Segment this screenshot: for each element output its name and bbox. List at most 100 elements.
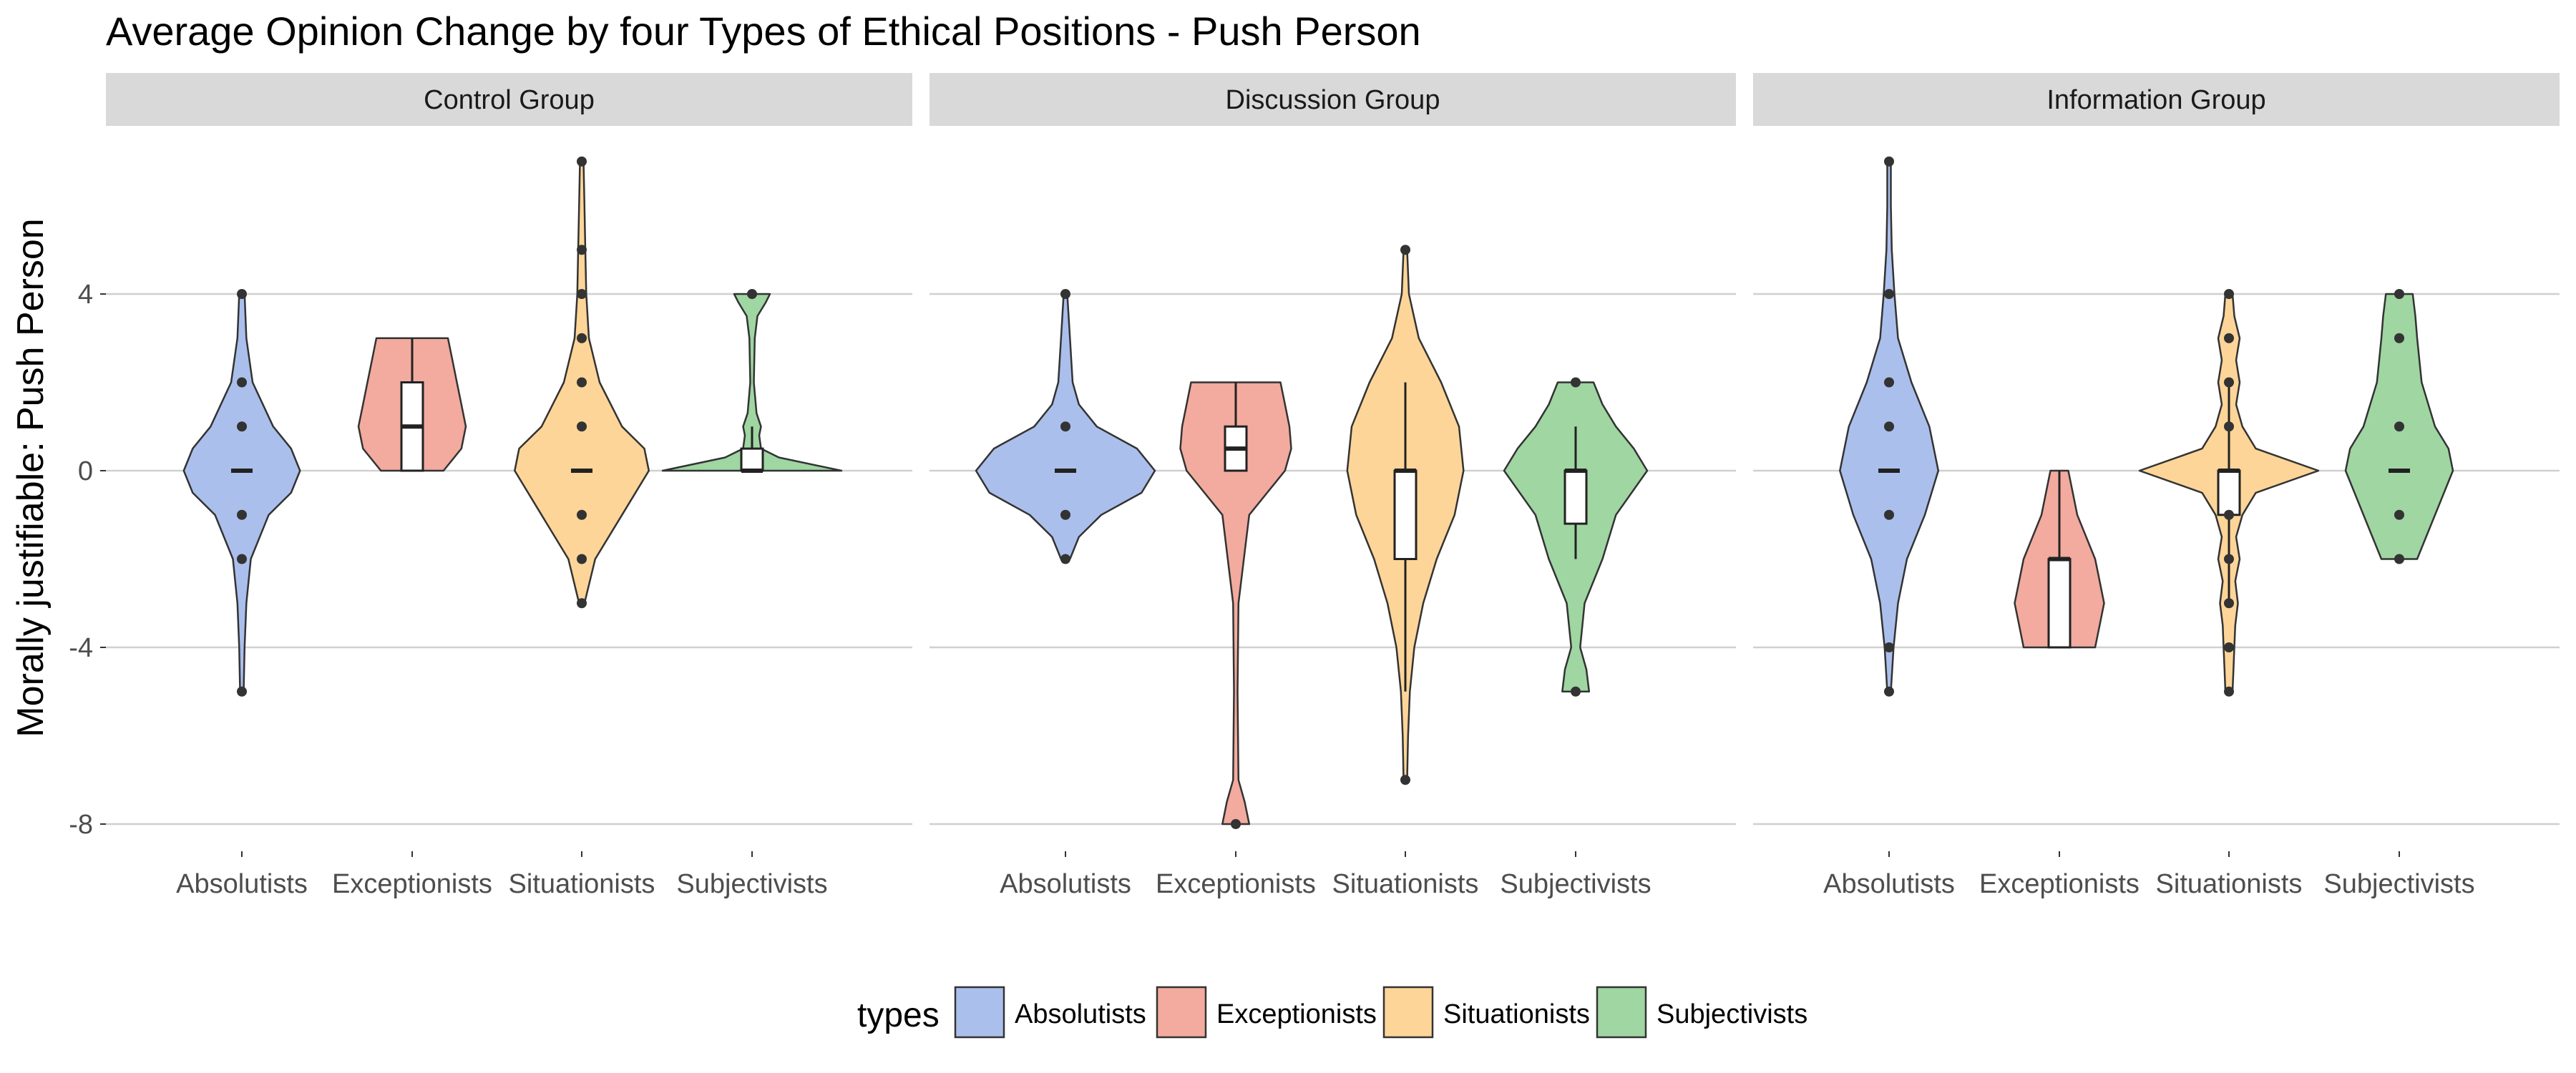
data-point xyxy=(577,421,587,432)
y-tick-label: 4 xyxy=(78,280,93,310)
data-point xyxy=(1231,819,1241,829)
strip-label: Information Group xyxy=(2046,85,2265,115)
data-point xyxy=(2394,509,2404,520)
violin-group xyxy=(661,289,843,473)
data-point xyxy=(2224,289,2234,299)
legend-swatch xyxy=(1382,986,1434,1039)
violin-group xyxy=(514,156,650,609)
data-point xyxy=(577,245,587,255)
x-tick-label: Exceptionists xyxy=(1979,869,2140,899)
x-tick-label: Subjectivists xyxy=(676,869,827,899)
violin-group xyxy=(357,337,467,472)
violin-group xyxy=(1839,156,1940,697)
x-tick-label: Situationists xyxy=(509,869,655,899)
data-point xyxy=(2394,421,2404,432)
data-point xyxy=(1060,509,1070,520)
data-point xyxy=(2224,554,2234,564)
boxplot-box xyxy=(1563,469,1588,525)
strip-background xyxy=(930,73,1736,126)
strip-label: Control Group xyxy=(424,85,595,115)
x-tick-label: Exceptionists xyxy=(332,869,492,899)
legend-swatch xyxy=(954,986,1005,1039)
legend-label: Exceptionists xyxy=(1216,999,1377,1029)
boxplot-box xyxy=(740,447,764,472)
violin-shape xyxy=(1179,381,1292,825)
data-point xyxy=(1060,554,1070,564)
data-point xyxy=(2224,642,2234,652)
data-point xyxy=(237,686,247,697)
data-point xyxy=(577,598,587,609)
facet-panels: Control Group Absolutists Exceptionists Sit… xyxy=(106,73,2560,899)
legend-label: Subjectivists xyxy=(1657,999,1807,1029)
data-point xyxy=(2394,289,2404,299)
data-point xyxy=(2224,509,2234,520)
x-tick-label: Absolutists xyxy=(1823,869,1955,899)
chart-title: Average Opinion Change by four Types of … xyxy=(106,9,1421,54)
strip-label: Discussion Group xyxy=(1226,85,1440,115)
violin-group xyxy=(975,289,1156,564)
data-point xyxy=(2224,333,2234,343)
data-point xyxy=(577,377,587,388)
legend: types Absolutists Exceptionists Situationis… xyxy=(857,986,1807,1039)
data-point xyxy=(577,333,587,343)
data-point xyxy=(747,289,757,299)
legend-label: Situationists xyxy=(1443,999,1590,1029)
x-tick-label: Absolutists xyxy=(176,869,308,899)
violin-group xyxy=(1503,377,1649,697)
data-point xyxy=(237,509,247,520)
data-point xyxy=(577,156,587,167)
data-point xyxy=(2224,598,2234,609)
data-point xyxy=(237,289,247,299)
data-point xyxy=(1884,156,1894,167)
violin-group xyxy=(2138,289,2320,697)
y-tick-label: -4 xyxy=(69,633,93,663)
data-point xyxy=(577,554,587,564)
data-point xyxy=(1884,509,1894,520)
data-point xyxy=(2224,421,2234,432)
y-axis-title: Morally justifiable: Push Person xyxy=(10,218,52,737)
data-point xyxy=(1884,421,1894,432)
y-tick-label: 0 xyxy=(78,456,93,486)
legend-swatch xyxy=(1596,986,1647,1039)
legend-swatch xyxy=(1156,986,1207,1039)
data-point xyxy=(2224,686,2234,697)
x-tick-label: Subjectivists xyxy=(2323,869,2474,899)
legend-label: Absolutists xyxy=(1015,999,1146,1029)
x-tick-label: Exceptionists xyxy=(1156,869,1316,899)
strip-background xyxy=(106,73,912,126)
data-point xyxy=(1060,421,1070,432)
data-point xyxy=(1884,642,1894,652)
data-point xyxy=(1060,289,1070,299)
data-point xyxy=(1571,377,1581,388)
data-point xyxy=(237,421,247,432)
facet-panel: Control Group Absolutists Exceptionists Sit… xyxy=(106,73,912,899)
data-point xyxy=(1400,245,1410,255)
data-point xyxy=(237,554,247,564)
boxplot-box xyxy=(1393,469,1418,560)
violin-group xyxy=(1179,381,1292,829)
x-tick-label: Situationists xyxy=(1332,869,1479,899)
boxplot-box xyxy=(2217,469,2241,516)
facet-panel: Discussion Group Absolutists Exceptionists… xyxy=(930,73,1736,899)
facet-panel: Information Group Absolutists Exceptionist… xyxy=(1753,73,2560,899)
violin-shape xyxy=(661,293,843,472)
violin-group xyxy=(2344,289,2454,564)
x-tick-label: Subjectivists xyxy=(1500,869,1651,899)
violin-shape xyxy=(182,293,301,693)
strip-background xyxy=(1753,73,2560,126)
x-tick-label: Situationists xyxy=(2156,869,2303,899)
x-tick-label: Absolutists xyxy=(1000,869,1131,899)
violin-group xyxy=(1346,245,1465,785)
legend-title: types xyxy=(857,996,940,1034)
data-point xyxy=(237,377,247,388)
data-point xyxy=(577,509,587,520)
data-point xyxy=(2394,333,2404,343)
data-point xyxy=(1400,775,1410,785)
violin-group xyxy=(2014,469,2105,649)
data-point xyxy=(1884,377,1894,388)
boxplot-box xyxy=(2047,558,2072,649)
y-axis: -8 -4 0 4 xyxy=(69,280,106,840)
data-point xyxy=(2224,377,2234,388)
data-point xyxy=(1571,686,1581,697)
